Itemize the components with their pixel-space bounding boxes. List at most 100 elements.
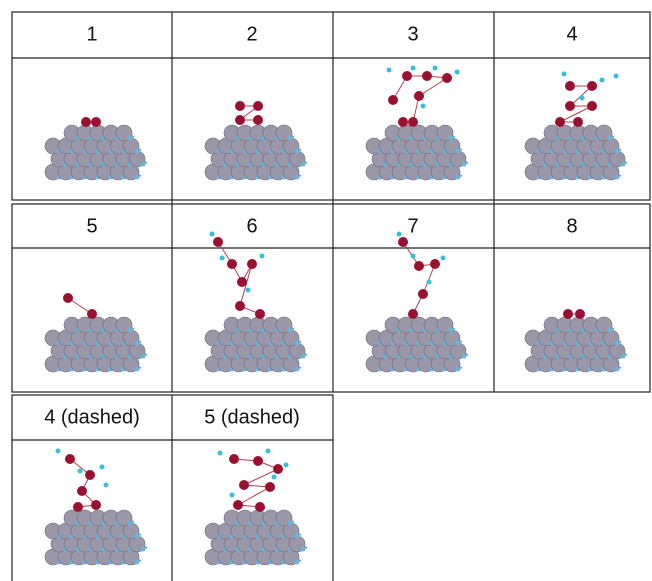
- n-atom: [462, 354, 467, 359]
- n-atom: [301, 547, 306, 552]
- n-atom: [462, 162, 467, 167]
- h-atom: [260, 254, 265, 259]
- n-atom: [615, 149, 620, 154]
- n-atom: [449, 136, 454, 141]
- structure-image: [45, 117, 147, 180]
- o-atom: [587, 101, 597, 111]
- o-atom: [414, 261, 424, 271]
- h-atom: [600, 78, 605, 83]
- o-atom: [575, 309, 585, 319]
- o-atom: [442, 73, 452, 83]
- n-atom: [301, 354, 306, 359]
- n-atom: [135, 341, 140, 346]
- n-atom: [288, 136, 293, 141]
- o-atom: [235, 101, 245, 111]
- n-atom: [456, 367, 461, 372]
- o-atom: [388, 95, 398, 105]
- n-atom: [615, 175, 620, 180]
- cell-label: 6: [246, 215, 257, 237]
- n-atom: [288, 521, 293, 526]
- o-atom: [235, 301, 245, 311]
- o-atom: [563, 309, 573, 319]
- h-atom: [427, 280, 432, 285]
- n-atom: [621, 162, 626, 167]
- h-atom: [230, 493, 235, 498]
- h-atom: [411, 66, 416, 71]
- n-atom: [615, 341, 620, 346]
- n-atom: [128, 136, 133, 141]
- o-atom: [253, 115, 263, 125]
- h-atom: [580, 96, 585, 101]
- o-atom: [91, 117, 101, 127]
- n-atom: [608, 328, 613, 333]
- n-atom: [141, 547, 146, 552]
- h-atom: [387, 68, 392, 73]
- n-atom: [135, 367, 140, 372]
- cell-label: 7: [407, 215, 418, 237]
- o-atom: [247, 259, 257, 269]
- n-atom: [295, 175, 300, 180]
- cell-label: 5 (dashed): [204, 406, 300, 428]
- h-atom: [433, 66, 438, 71]
- o-atom: [213, 237, 223, 247]
- structure-image: [205, 232, 307, 373]
- o-atom: [565, 81, 575, 91]
- o-atom: [402, 71, 412, 81]
- o-atom: [63, 293, 73, 303]
- o-atom: [414, 91, 424, 101]
- o-atom: [253, 101, 263, 111]
- n-atom: [621, 354, 626, 359]
- o-atom: [265, 482, 275, 492]
- o-atom: [408, 309, 418, 319]
- structure-image: [45, 449, 147, 566]
- o-atom: [235, 115, 245, 125]
- n-atom: [456, 341, 461, 346]
- o-atom: [87, 309, 97, 319]
- n-atom: [615, 367, 620, 372]
- n-atom: [135, 534, 140, 539]
- h-atom: [441, 256, 446, 261]
- structure-image: [205, 449, 307, 566]
- table-grid: [12, 12, 650, 581]
- page: {"table": {"rows": [["1", "2", "3", "4"]…: [0, 0, 652, 581]
- h-atom: [397, 232, 402, 237]
- o-atom: [77, 486, 87, 496]
- h-atom: [100, 465, 105, 470]
- o-atom: [239, 480, 249, 490]
- o-atom: [422, 71, 432, 81]
- n-atom: [295, 560, 300, 565]
- h-atom: [614, 74, 619, 79]
- n-atom: [135, 175, 140, 180]
- o-atom: [408, 117, 418, 127]
- n-atom: [301, 162, 306, 167]
- n-atom: [295, 534, 300, 539]
- n-atom: [608, 136, 613, 141]
- n-atom: [295, 341, 300, 346]
- structure-image: [366, 232, 468, 373]
- o-atom: [565, 101, 575, 111]
- cell-label: 4: [566, 23, 577, 45]
- n-atom: [449, 328, 454, 333]
- o-atom: [418, 289, 428, 299]
- h-atom: [246, 288, 251, 293]
- h-atom: [218, 451, 223, 456]
- o-atom: [255, 502, 265, 512]
- o-atom: [91, 500, 101, 510]
- n-atom: [128, 521, 133, 526]
- o-atom: [81, 117, 91, 127]
- o-atom: [573, 117, 583, 127]
- o-atom: [555, 117, 565, 127]
- n-atom: [128, 328, 133, 333]
- h-atom: [272, 475, 277, 480]
- h-atom: [210, 232, 215, 237]
- cell-label: 2: [246, 23, 257, 45]
- n-atom: [141, 162, 146, 167]
- h-atom: [284, 463, 289, 468]
- o-atom: [227, 259, 237, 269]
- h-atom: [56, 449, 61, 454]
- cell-label: 5: [86, 215, 97, 237]
- h-atom: [562, 72, 567, 77]
- n-atom: [456, 149, 461, 154]
- structure-image: [205, 101, 307, 180]
- structure-image: [525, 72, 627, 181]
